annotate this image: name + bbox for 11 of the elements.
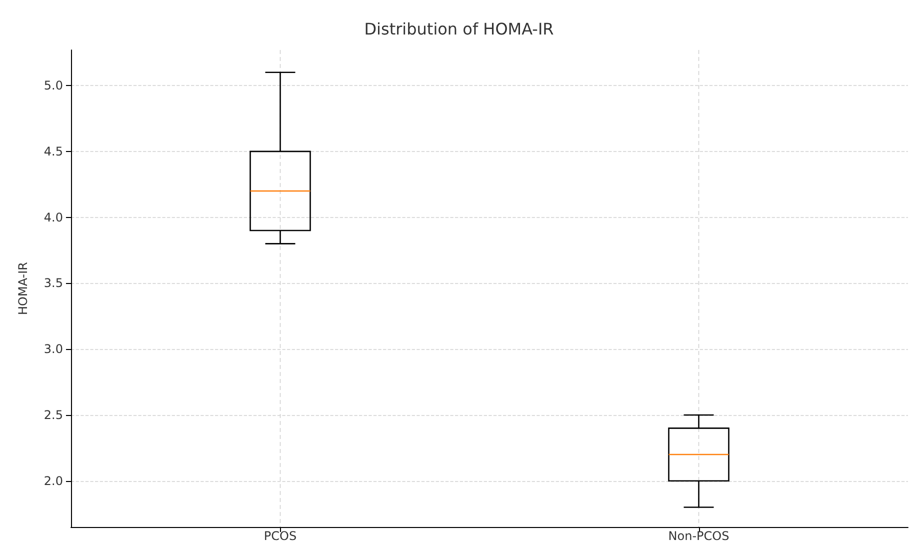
- y-tick-label: 3.5: [44, 276, 63, 290]
- y-axis-title: HOMA-IR: [16, 262, 30, 315]
- y-tick-label: 2.0: [44, 474, 63, 488]
- y-tick-label: 5.0: [44, 78, 63, 93]
- y-tick-label: 4.0: [44, 210, 63, 224]
- x-tick-label: PCOS: [264, 529, 297, 543]
- x-tick-label: Non-PCOS: [668, 529, 730, 543]
- y-tick-label: 3.0: [44, 342, 63, 356]
- y-tick-label: 4.5: [44, 144, 63, 158]
- chart-title: Distribution of HOMA-IR: [364, 20, 554, 38]
- y-tick-label: 2.5: [44, 408, 63, 422]
